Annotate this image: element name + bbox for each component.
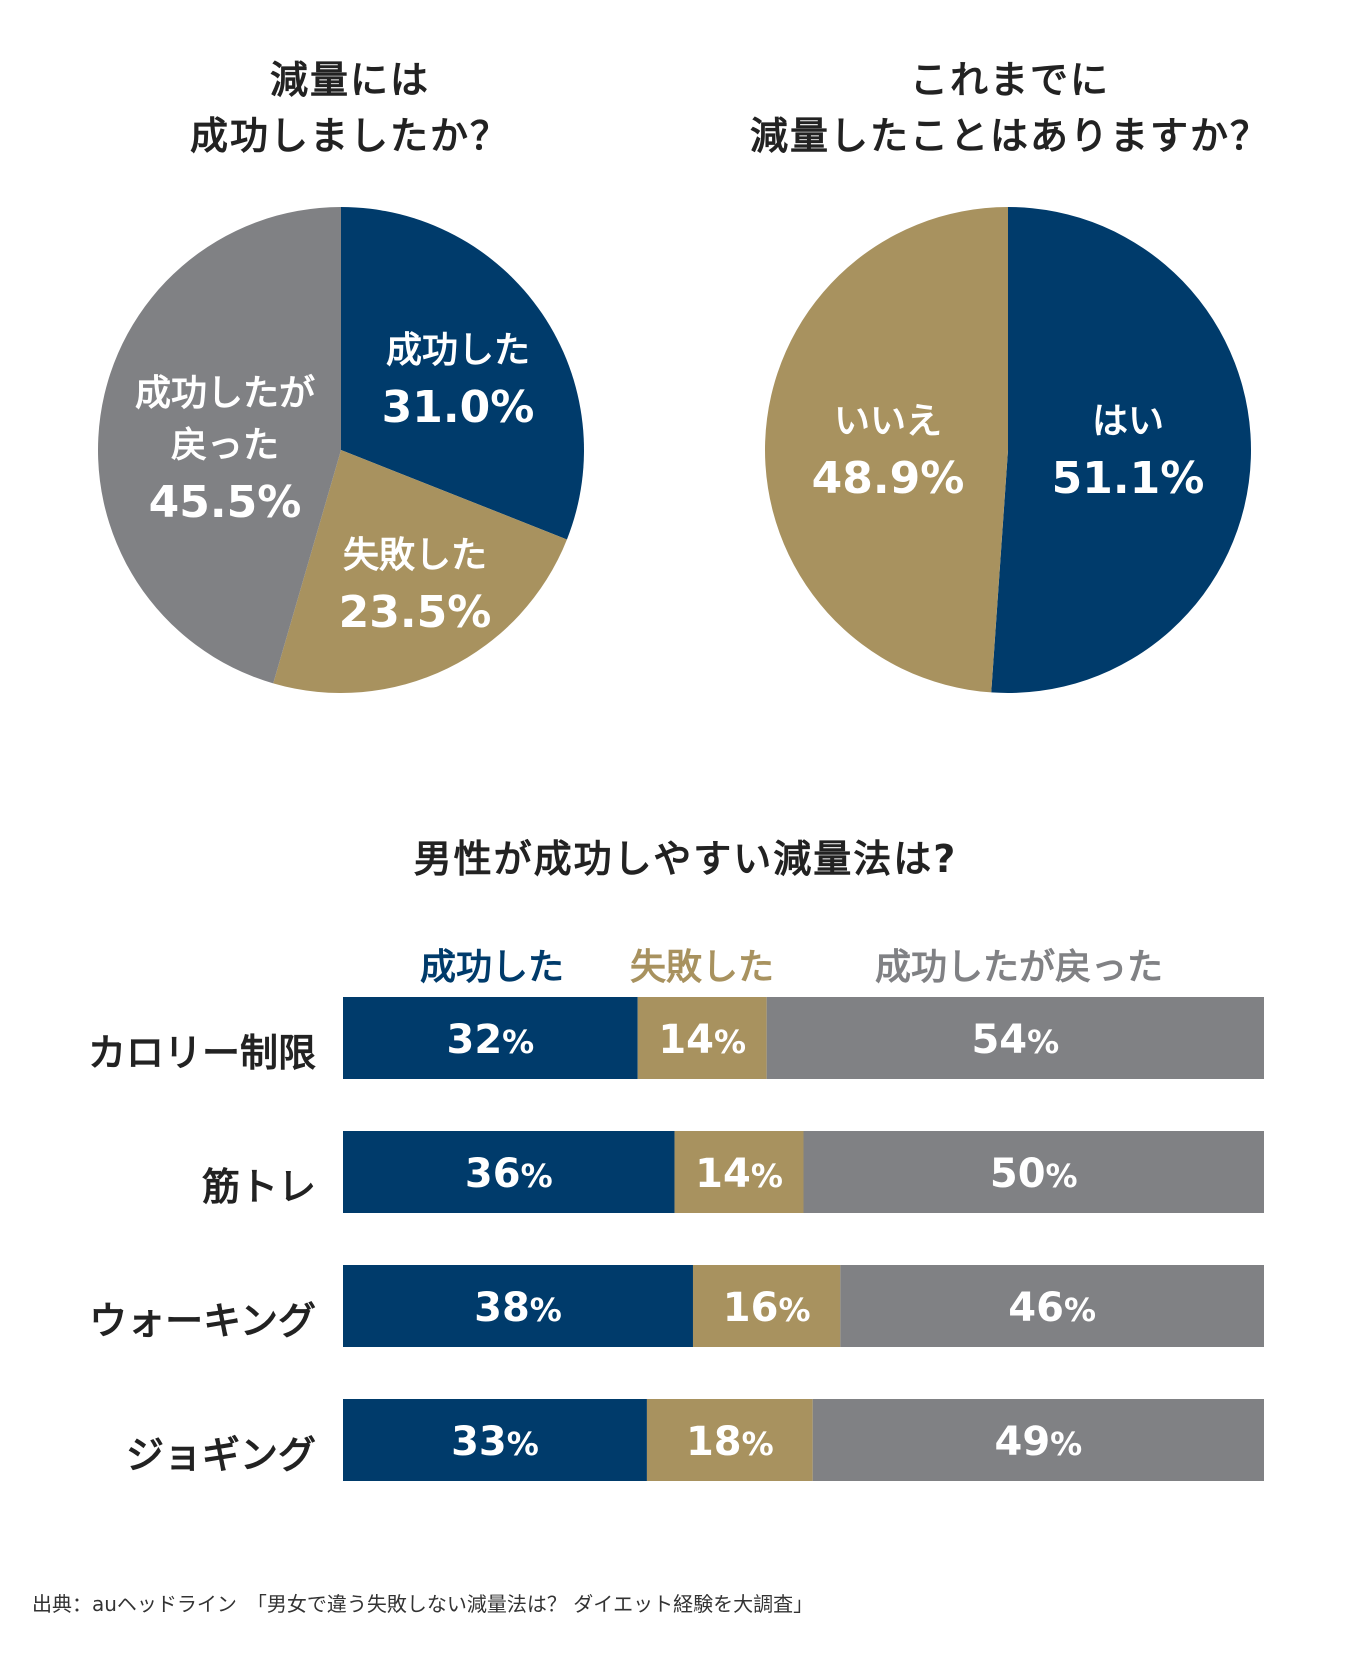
bar-row1-seg0-label: 36% xyxy=(465,1151,553,1197)
bar-row2-seg1 xyxy=(692,1265,841,1347)
legend-rebound: 成功したが戻った xyxy=(875,947,1164,988)
pie1-slice-2-label-1: 戻った xyxy=(171,425,279,466)
category-label-walking: ウォーキング xyxy=(89,1299,316,1343)
bar-row0-seg2 xyxy=(766,997,1264,1079)
pie1-slice-0-label-0: 成功した xyxy=(386,330,530,371)
bar-row0-seg1 xyxy=(637,997,767,1079)
bar-row1-seg1-label: 14% xyxy=(695,1151,783,1197)
bar-row0-seg0 xyxy=(343,997,638,1079)
bar-row3-seg0 xyxy=(343,1399,647,1481)
bar-row3-seg2-label: 49% xyxy=(994,1419,1082,1465)
pie1-slice-0 xyxy=(341,207,584,540)
pie2-slice-1-value: 48.9% xyxy=(812,453,965,504)
bar-chart-title: 男性が成功しやすい減量法は? xyxy=(413,837,958,881)
pie1-slice-1-value: 23.5% xyxy=(339,587,492,638)
pie2-title-line1: これまでに xyxy=(909,58,1110,102)
bar-row0-seg2-label: 54% xyxy=(971,1017,1059,1063)
legend-success: 成功した xyxy=(420,947,565,988)
pie2-slice-1-label-0: いいえ xyxy=(834,401,942,442)
pie2-title-line2: 減量したことはありますか？ xyxy=(749,114,1270,158)
bar-row2-seg1-label: 16% xyxy=(723,1285,811,1331)
pie1-slice-2-value: 45.5% xyxy=(149,477,302,528)
pie1-slice-0-value: 31.0% xyxy=(382,382,535,433)
bar-row3-seg1-label: 18% xyxy=(686,1419,774,1465)
bar-row1-seg1 xyxy=(674,1131,804,1213)
bar-row2-seg2-label: 46% xyxy=(1008,1285,1096,1331)
source-citation: 出典：auヘッドライン 「男女で違う失敗しない減量法は？ ダイエット経験を大調査… xyxy=(32,1592,814,1616)
pie2-slice-0 xyxy=(991,207,1251,694)
category-label-strength: 筋トレ xyxy=(201,1165,316,1209)
bar-row0-seg0-label: 32% xyxy=(446,1017,534,1063)
bar-row3-seg2 xyxy=(812,1399,1264,1481)
bar-row1-seg2 xyxy=(803,1131,1264,1213)
category-label-calorie: カロリー制限 xyxy=(87,1031,316,1075)
pie2-slice-0-value: 51.1% xyxy=(1052,453,1205,504)
pie1-title: 減量には 成功しましたか？ xyxy=(140,52,560,164)
pie2-title: これまでに 減量したことはありますか？ xyxy=(730,52,1290,164)
stacked-bar-chart-methods: 32% 14% 54% 36% 14% 50% 38% 16% 46% 33% 18% 49% xyxy=(343,997,1264,1481)
pie1-title-line2: 成功しましたか？ xyxy=(189,114,510,158)
pie1-title-line1: 減量には xyxy=(269,58,430,102)
bar-row0-seg1-label: 14% xyxy=(658,1017,746,1063)
pie1-slice-2-label-0: 成功したが xyxy=(135,373,315,414)
pie-chart-weight-loss-success: 成功した 31.0% 失敗した 23.5% 成功したが戻った 45.5% xyxy=(98,207,584,693)
bar-row2-seg0-label: 38% xyxy=(474,1285,562,1331)
pie-chart-weight-loss-experience: はい 51.1% いいえ 48.9% xyxy=(764,207,1251,694)
category-label-jogging: ジョギング xyxy=(125,1433,316,1477)
pie1-slice-1-label-0: 失敗した xyxy=(343,535,487,576)
bar-row1-seg2-label: 50% xyxy=(990,1151,1078,1197)
pie2-slice-0-label-0: はい xyxy=(1092,401,1164,442)
bar-row3-seg1 xyxy=(646,1399,813,1481)
pie2-slice-1 xyxy=(764,207,1008,693)
bar-row2-seg0 xyxy=(343,1265,693,1347)
bar-row1-seg0 xyxy=(343,1131,675,1213)
pie1-slice-1 xyxy=(273,450,567,693)
pie1-slice-2 xyxy=(98,207,342,684)
bar-row3-seg0-label: 33% xyxy=(451,1419,539,1465)
legend-failure: 失敗した xyxy=(630,947,775,988)
bar-row2-seg2 xyxy=(840,1265,1264,1347)
